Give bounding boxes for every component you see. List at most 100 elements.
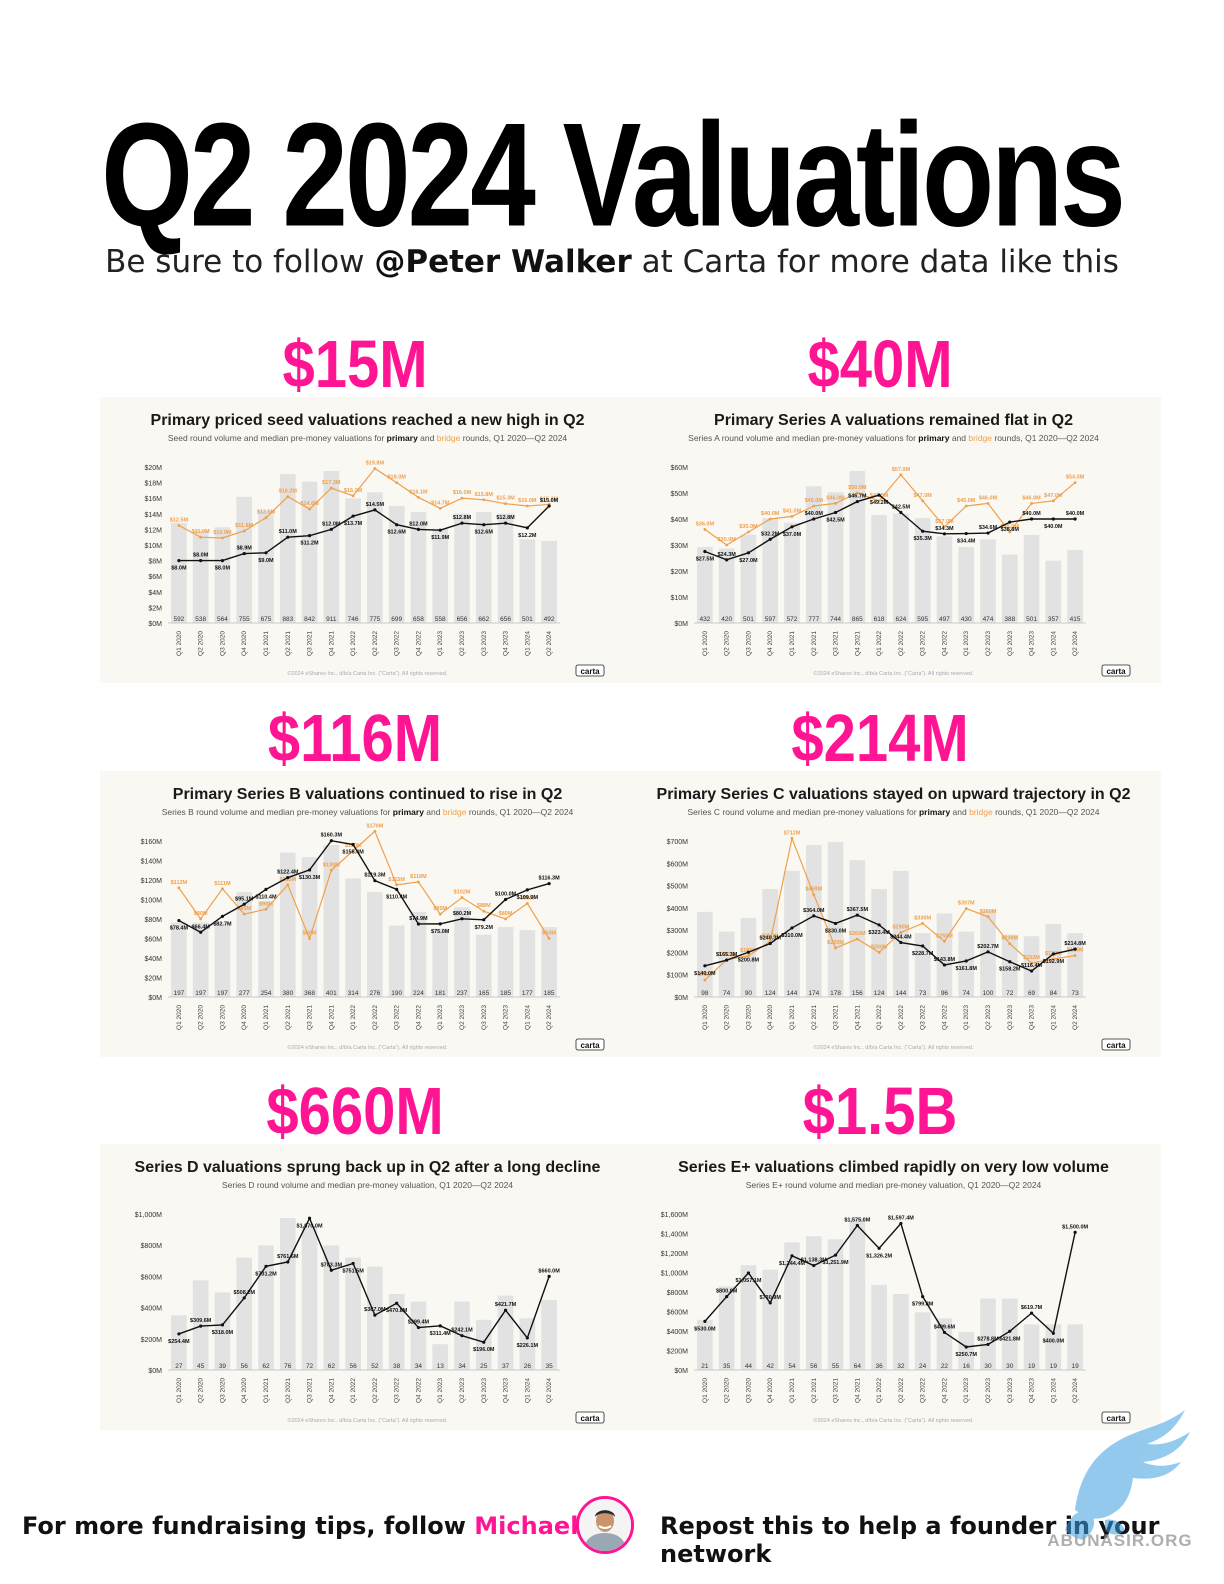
bridge-data-label: $47.0M	[1044, 493, 1063, 499]
bridge-point	[417, 880, 420, 884]
x-tick-label: Q2 2023	[459, 631, 466, 656]
bridge-point	[1030, 961, 1033, 965]
bridge-point	[329, 868, 333, 872]
bridge-point	[1073, 481, 1077, 484]
bar-count-label: 34	[415, 1363, 423, 1370]
x-tick-label: Q1 2021	[263, 1005, 270, 1030]
bridge-point	[460, 496, 464, 500]
volume-bar	[936, 536, 953, 623]
y-tick-label: $0M	[674, 621, 688, 628]
bar-count-label: 124	[765, 990, 776, 997]
volume-bar	[784, 522, 800, 623]
subtitle-handle[interactable]: @Peter Walker	[374, 244, 632, 280]
bridge-data-label: $10.9M	[213, 530, 232, 536]
primary-point	[329, 1268, 333, 1272]
volume-bar	[871, 1284, 887, 1370]
x-tick-label: Q3 2020	[219, 1378, 226, 1403]
volume-bar	[718, 1286, 735, 1370]
volume-bar	[279, 474, 296, 623]
primary-point	[351, 842, 355, 847]
bridge-data-label: $57.0M	[892, 467, 911, 473]
bridge-data-label: $14.6M	[300, 501, 319, 507]
bar-count-label: 314	[348, 990, 359, 997]
bar-count-label: 124	[874, 990, 885, 997]
bridge-data-label: $130M	[323, 862, 340, 868]
primary-data-label: $49.2M	[870, 500, 889, 506]
x-tick-label: Q1 2020	[702, 631, 709, 656]
x-tick-label: Q1 2021	[789, 1378, 796, 1403]
primary-point	[790, 525, 794, 529]
bar-count-label: 74	[963, 990, 971, 997]
bridge-data-label: $115M	[280, 877, 297, 883]
x-tick-label: Q2 2024	[546, 1378, 553, 1403]
primary-data-label: $226.1M	[517, 1343, 539, 1349]
bridge-point	[438, 506, 442, 510]
bar-count-label: 55	[832, 1363, 840, 1370]
bar-count-label: 96	[941, 990, 949, 997]
bridge-data-label: $239M	[1001, 936, 1018, 942]
chart-subtitle-part: rounds, Q1 2020—Q2 2024	[993, 807, 1100, 817]
bar-count-label: 224	[413, 990, 424, 997]
primary-point	[899, 1221, 903, 1226]
primary-point	[746, 950, 751, 954]
x-tick-label: Q3 2023	[1007, 1378, 1014, 1403]
page-subtitle: Be sure to follow @Peter Walker at Carta…	[0, 244, 1224, 280]
primary-point	[1051, 1331, 1055, 1335]
primary-data-label: $75.0M	[431, 929, 450, 935]
primary-data-label: $40.0M	[1022, 511, 1041, 517]
volume-bar	[1045, 1324, 1062, 1370]
volume-bar	[541, 1300, 557, 1370]
primary-data-label: $158.2M	[999, 967, 1021, 973]
bridge-point	[964, 504, 968, 508]
primary-data-label: $1,597.4M	[888, 1215, 914, 1221]
volume-bar	[541, 927, 557, 997]
bar-count-label: 44	[745, 1363, 753, 1370]
bridge-point	[264, 907, 268, 911]
primary-point	[482, 1340, 486, 1344]
volume-bar	[367, 1266, 383, 1370]
primary-point	[921, 944, 925, 948]
chart-title: Primary Series C valuations stayed on up…	[657, 786, 1131, 803]
primary-data-label: $387.0M	[364, 1307, 386, 1313]
x-tick-label: Q2 2023	[985, 631, 992, 656]
volume-bar	[388, 1294, 405, 1370]
volume-bar	[697, 547, 713, 623]
x-tick-label: Q4 2021	[328, 1378, 335, 1403]
volume-bar	[1001, 934, 1018, 997]
chart-card-series-b: Primary Series B valuations continued to…	[100, 771, 635, 1057]
primary-point	[416, 527, 421, 531]
bridge-data-label: $47.0M	[913, 493, 932, 499]
bar-count-label: 52	[371, 1363, 379, 1370]
x-tick-label: Q2 2021	[811, 631, 818, 656]
bar-count-label: 38	[393, 1363, 401, 1370]
volume-bar	[236, 892, 253, 997]
bar-count-label: 22	[941, 1363, 949, 1370]
bridge-point	[460, 896, 464, 899]
primary-data-label: $34.6M	[979, 525, 998, 531]
x-tick-label: Q2 2024	[546, 631, 553, 656]
bar-count-label: 100	[983, 990, 994, 997]
primary-data-label: $119.3M	[364, 873, 386, 879]
y-tick-label: $800M	[667, 1290, 689, 1297]
y-tick-label: $600M	[667, 861, 689, 868]
bar-count-label: 658	[413, 616, 424, 623]
bridge-data-label: $290M	[892, 924, 909, 930]
bridge-point	[943, 939, 946, 943]
bridge-point	[547, 937, 551, 940]
bar-count-label: 185	[544, 990, 555, 997]
x-tick-label: Q3 2021	[307, 1378, 314, 1403]
x-tick-label: Q4 2021	[854, 1005, 861, 1030]
bar-count-label: 624	[895, 616, 906, 623]
y-tick-label: $600M	[141, 1274, 163, 1281]
author-avatar[interactable]	[576, 1496, 634, 1554]
x-tick-label: Q3 2020	[745, 1378, 752, 1403]
bridge-point	[438, 912, 442, 916]
subtitle-post: at Carta for more data like this	[631, 244, 1119, 280]
chart-title: Primary priced seed valuations reached a…	[151, 412, 585, 429]
bar-count-label: 13	[437, 1363, 445, 1370]
x-tick-label: Q4 2023	[1029, 631, 1036, 656]
x-tick-label: Q1 2024	[1050, 1005, 1057, 1030]
primary-data-label: $619.7M	[1021, 1305, 1043, 1311]
volume-bar	[214, 1292, 231, 1370]
bridge-point	[877, 951, 881, 954]
